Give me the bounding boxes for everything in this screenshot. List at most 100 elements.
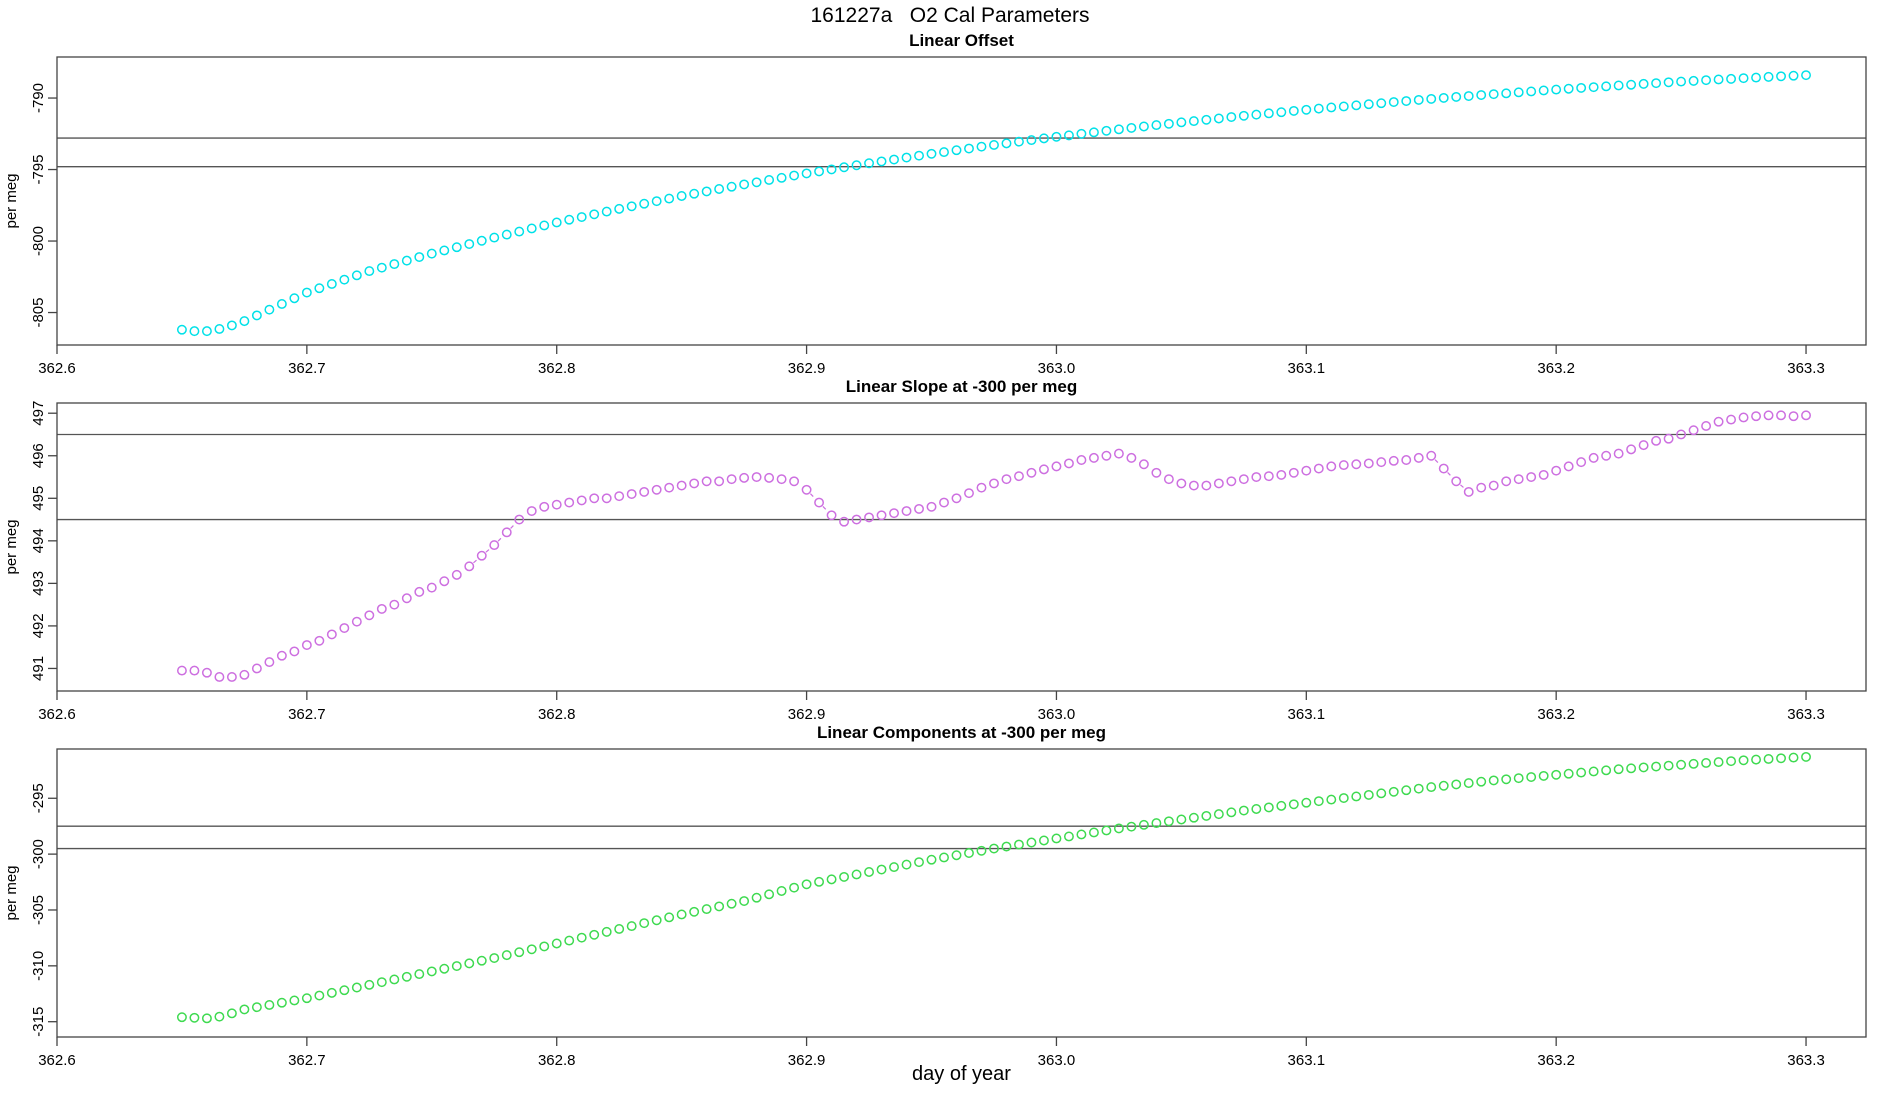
- data-point: [1413, 783, 1424, 794]
- data-point: [264, 304, 275, 315]
- data-point: [651, 196, 662, 207]
- data-point: [351, 616, 362, 627]
- data-point: [764, 889, 775, 900]
- data-point: [639, 198, 650, 209]
- data-point: [426, 248, 437, 259]
- data-point: [826, 510, 837, 521]
- data-point: [1101, 450, 1112, 461]
- data-point: [739, 472, 750, 483]
- data-point: [1101, 125, 1112, 136]
- data-point: [801, 484, 812, 495]
- data-point: [726, 898, 737, 909]
- data-point: [1438, 463, 1449, 474]
- data-point: [1701, 758, 1712, 768]
- x-tick-label: 363.0: [1038, 706, 1076, 723]
- data-point: [1126, 452, 1137, 463]
- data-point: [789, 170, 800, 181]
- data-point: [964, 143, 974, 154]
- data-point: [1413, 94, 1424, 105]
- data-point: [414, 252, 425, 263]
- data-point: [1626, 763, 1637, 774]
- point-connector-dashed: [510, 523, 516, 529]
- data-point: [576, 932, 587, 943]
- data-point: [1551, 769, 1562, 780]
- data-point: [1301, 104, 1312, 115]
- data-point: [1326, 461, 1337, 472]
- data-point: [676, 480, 687, 491]
- data-point: [789, 476, 800, 487]
- data-point: [376, 262, 387, 273]
- data-point: [1088, 127, 1099, 138]
- y-tick-label: -305: [30, 895, 47, 925]
- x-tick-label: 362.6: [38, 1052, 76, 1069]
- data-point: [564, 497, 575, 508]
- data-point: [1176, 117, 1187, 128]
- data-point: [339, 623, 350, 633]
- data-point: [1288, 467, 1299, 478]
- data-point: [439, 245, 450, 256]
- data-point: [664, 912, 675, 923]
- data-point: [714, 476, 725, 487]
- data-point: [1776, 753, 1786, 764]
- data-point: [289, 293, 300, 304]
- data-point: [1601, 765, 1612, 776]
- data-point: [1326, 794, 1337, 805]
- data-point: [1638, 440, 1649, 451]
- data-point: [776, 886, 787, 896]
- data-point: [1351, 791, 1362, 802]
- data-point: [1238, 805, 1249, 816]
- data-point: [1338, 793, 1349, 803]
- data-point: [1676, 76, 1687, 87]
- data-point: [1063, 130, 1074, 141]
- data-point: [1476, 90, 1487, 100]
- data-point: [314, 990, 325, 1001]
- data-point: [1701, 75, 1712, 86]
- data-point: [1151, 818, 1162, 829]
- y-tick-label: -295: [30, 783, 47, 813]
- data-point: [1163, 474, 1174, 485]
- data-point: [1651, 761, 1662, 772]
- data-point: [739, 896, 750, 906]
- data-point: [1176, 478, 1187, 489]
- data-point: [364, 266, 375, 277]
- data-point: [914, 857, 924, 868]
- data-point: [476, 955, 487, 966]
- data-point: [389, 259, 400, 270]
- data-point: [1488, 89, 1499, 100]
- data-point: [1451, 476, 1462, 487]
- data-point: [726, 474, 737, 485]
- data-point: [1338, 101, 1349, 112]
- point-connector-dashed: [810, 493, 816, 500]
- data-point: [664, 193, 675, 204]
- point-connector-dashed: [473, 558, 478, 564]
- data-point: [1388, 97, 1399, 107]
- data-point: [364, 610, 375, 621]
- data-point: [376, 977, 387, 988]
- data-point: [1763, 410, 1774, 421]
- data-point: [951, 493, 962, 504]
- x-tick-label: 363.3: [1787, 360, 1825, 377]
- data-point: [1388, 455, 1399, 466]
- data-point: [1676, 759, 1687, 770]
- data-point: [1738, 755, 1749, 766]
- panel-title-linear-components: Linear Components at -300 per meg: [816, 723, 1107, 742]
- data-point: [914, 150, 924, 161]
- data-point: [1663, 433, 1674, 444]
- data-point: [1063, 831, 1074, 842]
- data-point: [201, 326, 212, 337]
- data-point: [1276, 800, 1287, 811]
- data-point: [1626, 79, 1637, 90]
- data-point: [1001, 474, 1012, 485]
- data-point: [276, 650, 287, 661]
- data-point: [964, 848, 974, 858]
- data-point: [639, 918, 650, 929]
- data-point: [326, 629, 337, 640]
- data-point: [1039, 835, 1049, 846]
- data-point: [1613, 764, 1624, 775]
- data-point: [1501, 476, 1512, 487]
- data-point: [214, 1011, 225, 1022]
- x-tick-label: 363.1: [1288, 360, 1326, 377]
- x-tick-label: 363.0: [1038, 360, 1076, 377]
- data-point: [214, 672, 225, 682]
- x-tick-label: 363.0: [1038, 1052, 1076, 1069]
